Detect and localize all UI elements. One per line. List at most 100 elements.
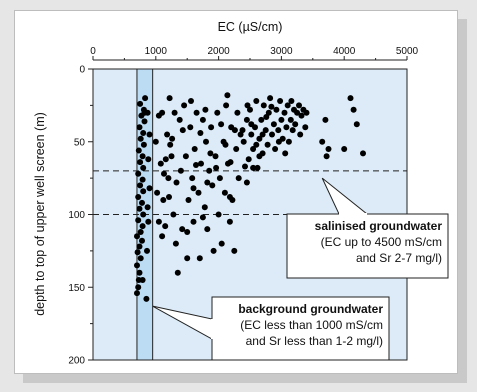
data-point [144, 204, 151, 211]
ec-depth-scatter-chart: 0 1000 2000 3000 4000 5000 0 50 100 150 200 EC (µS… [33, 20, 449, 367]
data-point [268, 103, 275, 110]
callout-text-line: and Sr 2-7 mg/l) [356, 251, 442, 265]
data-point [216, 175, 223, 182]
data-point [272, 146, 279, 152]
data-point [140, 188, 147, 195]
data-point [160, 197, 167, 203]
data-point [155, 218, 162, 225]
data-point [223, 102, 230, 109]
data-point [195, 189, 202, 196]
data-point [185, 197, 192, 203]
data-point [269, 131, 275, 138]
data-point [137, 135, 144, 142]
data-point [284, 102, 291, 109]
data-point [248, 131, 255, 138]
data-point [273, 106, 280, 113]
data-point [208, 124, 215, 131]
y-axis-title: depth to top of upper well screen (m) [33, 112, 47, 316]
data-point [264, 141, 271, 148]
data-point [193, 162, 199, 168]
data-point [196, 255, 203, 262]
data-point [259, 131, 266, 138]
data-point [140, 141, 147, 148]
callout-text-line: salinised groundwater [315, 219, 443, 233]
data-point [289, 127, 296, 134]
data-point [139, 237, 145, 244]
data-point [135, 284, 142, 291]
data-point [215, 211, 222, 218]
data-point [139, 199, 145, 206]
chart-frame: 0 1000 2000 3000 4000 5000 0 50 100 150 200 EC (µS… [14, 10, 458, 374]
data-point [139, 223, 146, 230]
data-point [137, 100, 144, 107]
data-point [141, 118, 148, 125]
data-point [227, 159, 234, 166]
data-point [256, 153, 263, 160]
data-point [226, 194, 233, 200]
data-point [145, 218, 152, 225]
data-point [164, 131, 171, 138]
data-point [256, 135, 263, 142]
data-point [296, 102, 302, 109]
data-point [262, 127, 269, 134]
data-point [179, 127, 186, 134]
data-point [298, 112, 305, 119]
data-point [136, 205, 143, 212]
data-point [243, 116, 250, 123]
data-point [207, 150, 214, 157]
data-point [209, 182, 216, 189]
data-point [297, 131, 304, 138]
data-point [182, 153, 189, 160]
data-point [197, 130, 204, 136]
data-point [275, 127, 282, 134]
x-tick-label: 2000 [207, 46, 230, 57]
data-point [360, 150, 366, 157]
data-point [267, 95, 274, 102]
y-tick-label: 200 [68, 356, 85, 367]
data-point [189, 175, 196, 182]
data-point [137, 159, 144, 166]
y-tick-label: 0 [79, 65, 85, 76]
data-point [235, 175, 242, 182]
data-point [294, 109, 301, 116]
data-point [193, 109, 200, 116]
data-point [221, 189, 228, 196]
y-tick-label: 150 [68, 283, 85, 294]
data-point [161, 170, 167, 177]
data-point [169, 135, 176, 142]
data-point [323, 153, 330, 160]
data-point [159, 233, 166, 240]
data-point [283, 124, 290, 131]
data-point [170, 211, 177, 218]
data-point [248, 121, 255, 128]
data-point [140, 130, 147, 136]
data-point [250, 164, 257, 171]
data-point [155, 112, 162, 119]
data-point [136, 269, 143, 276]
data-point [218, 240, 225, 247]
data-point [136, 243, 143, 250]
data-point [144, 247, 150, 254]
data-point [135, 147, 142, 154]
data-point [168, 153, 175, 160]
data-point [139, 176, 146, 183]
data-point [258, 116, 265, 123]
data-point [210, 247, 217, 254]
data-point [136, 124, 143, 131]
data-point [243, 179, 250, 186]
data-point [206, 167, 213, 174]
data-point [157, 160, 164, 167]
data-point [152, 138, 159, 145]
data-point [234, 109, 241, 116]
data-point [190, 185, 197, 192]
data-point [270, 121, 277, 128]
data-point [199, 116, 206, 123]
data-point [137, 255, 144, 262]
data-point [190, 218, 197, 225]
data-point [139, 153, 146, 160]
data-point [139, 277, 146, 283]
data-point [350, 106, 357, 113]
data-point [253, 98, 260, 104]
data-point [202, 106, 209, 113]
data-point [250, 146, 257, 152]
